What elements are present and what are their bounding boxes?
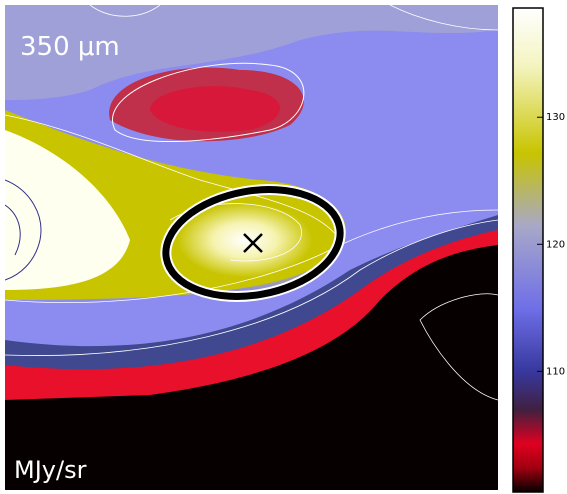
colorbar-tick-label: 110 — [546, 366, 565, 377]
colorbar-tick-label: 130 — [546, 112, 565, 123]
unit-label: MJy/sr — [14, 456, 87, 484]
map — [5, 5, 498, 490]
band-label: 350 μm — [20, 32, 120, 62]
colorbar — [512, 7, 544, 493]
colorbar-tick-label: 120 — [546, 239, 565, 250]
